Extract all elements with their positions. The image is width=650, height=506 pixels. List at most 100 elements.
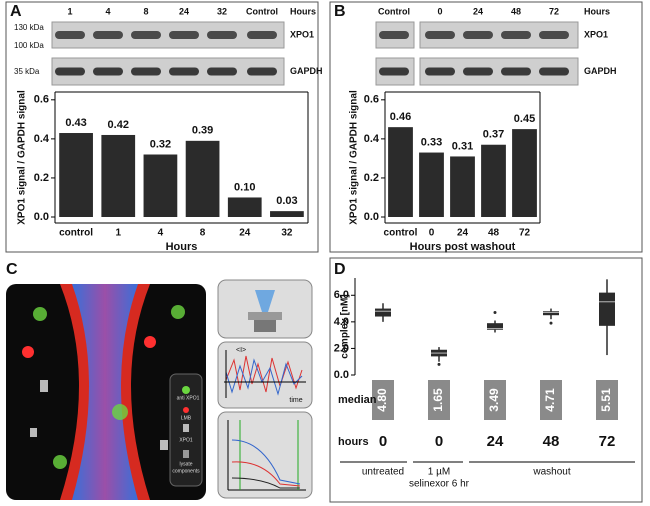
x-tick-label: 0 (379, 433, 387, 450)
y-axis-label: XPO1 signal / GAPDH signal (17, 90, 28, 225)
blot-label: XPO1 (584, 29, 608, 39)
panel-b-frame (329, 1, 643, 253)
y-tick-label: 4.0 (334, 316, 349, 328)
y-tick-label: 0.4 (34, 133, 50, 145)
blot-band (55, 67, 85, 76)
value-label: 0.45 (514, 113, 535, 125)
x-axis-label: Hours (166, 241, 198, 253)
value-label: 0.42 (108, 119, 129, 131)
x-axis-label: Hours post washout (410, 241, 516, 253)
legend-text: components (172, 468, 200, 474)
blot-band (463, 31, 493, 39)
y-tick-label: 0.6 (364, 94, 379, 106)
panel-label: C (6, 261, 18, 278)
y-axis-label: complex [nM] (340, 294, 351, 358)
x-tick-label: 48 (543, 433, 560, 450)
median-value: 3.49 (487, 388, 501, 412)
blot-band (501, 67, 531, 76)
blot-band (425, 31, 455, 39)
panel-label: A (10, 3, 22, 20)
blot-band (501, 31, 531, 39)
lane-label: 24 (473, 6, 483, 16)
panel-label: D (334, 261, 346, 278)
bar (143, 154, 178, 217)
group-label: untreated (362, 467, 404, 478)
bar (512, 129, 537, 217)
marker-label: 100 kDa (14, 41, 44, 50)
bar (450, 156, 475, 217)
x-tick-label: 1 (115, 228, 121, 239)
blot-band (379, 31, 409, 39)
value-label: 0.37 (483, 129, 504, 141)
value-label: 0.39 (192, 125, 213, 137)
value-label: 0.10 (234, 181, 255, 193)
x-tick-label: control (59, 228, 93, 239)
axis-text: <I> (236, 347, 246, 354)
lane-label: 72 (549, 6, 559, 16)
blot-label: XPO1 (290, 29, 314, 39)
row-label: median (338, 394, 377, 406)
blot-band (463, 67, 493, 76)
y-tick-label: 6.0 (334, 289, 349, 301)
blot-band (207, 67, 237, 76)
value-label: 0.46 (390, 111, 411, 123)
median-value: 4.80 (375, 388, 389, 412)
y-tick-label: 0.6 (34, 94, 49, 106)
box (543, 311, 559, 316)
blot-band (379, 67, 409, 76)
median-value: 4.71 (543, 388, 557, 412)
y-tick-label: 0.0 (34, 211, 49, 223)
group-label: 1 µM (428, 467, 450, 478)
outlier (493, 311, 497, 315)
value-label: 0.31 (452, 140, 473, 152)
x-tick-label: 0 (435, 433, 443, 450)
bar (419, 152, 444, 217)
panel-label: B (334, 3, 346, 20)
box (599, 292, 615, 326)
group-label: selinexor 6 hr (409, 479, 470, 490)
y-tick-label: 0.2 (34, 172, 49, 184)
median-value: 5.51 (599, 388, 613, 412)
outlier (549, 321, 553, 325)
group-label: washout (532, 467, 570, 478)
x-tick-label: 24 (487, 433, 504, 450)
median-badge (540, 380, 562, 420)
box (375, 308, 391, 317)
y-axis-label: XPO1 signal / GAPDH signal (349, 90, 360, 225)
lane-label: 24 (179, 6, 189, 16)
bar (227, 197, 262, 217)
panel-a-frame (5, 1, 319, 253)
x-tick-label: 24 (239, 228, 251, 239)
blot-strip (51, 21, 285, 49)
x-tick-label: 32 (281, 228, 293, 239)
blot-band (169, 67, 199, 76)
median-badge (596, 380, 618, 420)
x-tick-label: 4 (158, 228, 164, 239)
lane-label: 0 (437, 6, 442, 16)
lane-label: 32 (217, 6, 227, 16)
value-label: 0.32 (150, 138, 171, 150)
panel-d-frame (329, 257, 643, 503)
blot-band (93, 31, 123, 39)
value-label: 0.03 (276, 195, 297, 207)
blot-label: GAPDH (584, 66, 617, 76)
outlier (437, 362, 441, 366)
x-tick-label: control (384, 228, 418, 239)
lane-label: Control (378, 6, 410, 16)
blot-band (131, 31, 161, 39)
blot-label: GAPDH (290, 66, 323, 76)
blot-band (131, 67, 161, 76)
bar (101, 134, 136, 217)
y-tick-label: 0.0 (364, 211, 379, 223)
legend-text: lysate (179, 461, 192, 467)
x-tick-label: 72 (599, 433, 616, 450)
bar (59, 133, 93, 217)
lane-label: 48 (511, 6, 521, 16)
box (487, 323, 503, 330)
lanes-title: Hours (290, 6, 316, 16)
median-badge (484, 380, 506, 420)
blot-band (207, 31, 237, 39)
y-tick-label: 0.2 (364, 172, 379, 184)
bar (270, 211, 304, 217)
